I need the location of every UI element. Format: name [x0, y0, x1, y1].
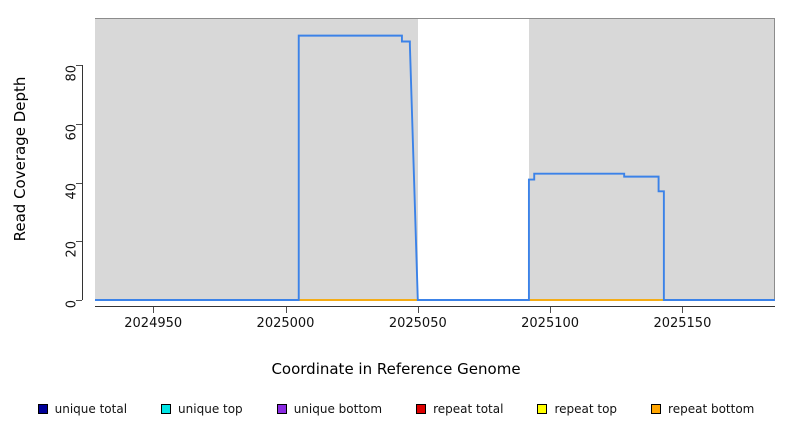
- legend-item-repeat-total[interactable]: repeat total: [416, 402, 503, 416]
- plot-panel: [95, 18, 775, 300]
- legend-label-unique-top: unique top: [178, 402, 243, 416]
- legend-label-repeat-total: repeat total: [433, 402, 504, 416]
- legend-label-repeat-top: repeat top: [554, 402, 618, 416]
- legend-item-repeat-top[interactable]: repeat top: [537, 402, 617, 416]
- coverage-plot-svg: [95, 18, 775, 300]
- x-tick-2024950: [153, 307, 155, 313]
- x-tick-2025100: [550, 307, 552, 313]
- y-tick-label-0: 0: [64, 300, 80, 309]
- x-tick-2025150: [682, 307, 684, 313]
- y-tick-label-60: 60: [64, 123, 80, 141]
- x-tick-label-2024950: 2024950: [124, 316, 183, 331]
- legend-item-unique-total[interactable]: unique total: [37, 402, 128, 416]
- x-tick-label-2025100: 2025100: [521, 316, 580, 331]
- x-tick-2025000: [285, 307, 287, 313]
- y-axis-line: [82, 65, 83, 300]
- y-tick-0: [76, 300, 82, 301]
- legend-label-repeat-bottom: repeat bottom: [668, 402, 755, 416]
- legend-item-repeat-bottom[interactable]: repeat bottom: [651, 402, 754, 416]
- x-tick-label-2025050: 2025050: [388, 316, 447, 331]
- y-tick-20: [76, 241, 82, 243]
- chart-legend: unique total unique top unique bottom repea…: [0, 398, 792, 420]
- unshaded-gap-region: [417, 18, 529, 300]
- x-tick-2025050: [417, 307, 419, 313]
- y-tick-label-40: 40: [64, 182, 80, 200]
- legend-label-unique-total: unique total: [54, 402, 128, 416]
- y-tick-60: [76, 123, 82, 125]
- legend-item-unique-top[interactable]: unique top: [161, 402, 243, 416]
- y-tick-40: [76, 182, 82, 184]
- legend-swatch-unique-top: [161, 404, 172, 414]
- legend-swatch-unique-bottom: [276, 404, 287, 414]
- series-unique-total: [95, 36, 775, 300]
- x-axis-title: Coordinate in Reference Genome: [271, 360, 521, 378]
- y-tick-80: [76, 65, 82, 66]
- y-tick-label-80: 80: [64, 65, 80, 82]
- legend-item-unique-bottom[interactable]: unique bottom: [276, 402, 383, 416]
- x-tick-label-2025150: 2025150: [653, 316, 712, 331]
- legend-swatch-repeat-top: [537, 404, 548, 414]
- y-tick-label-20: 20: [64, 241, 80, 258]
- legend-label-unique-bottom: unique bottom: [293, 402, 383, 416]
- legend-swatch-repeat-bottom: [651, 404, 662, 414]
- y-axis-title: Read Coverage Depth: [11, 76, 29, 242]
- x-tick-label-2025000: 2025000: [256, 316, 315, 331]
- legend-swatch-unique-total: [37, 404, 48, 414]
- legend-swatch-repeat-total: [416, 404, 427, 414]
- x-axis-line: [95, 306, 775, 307]
